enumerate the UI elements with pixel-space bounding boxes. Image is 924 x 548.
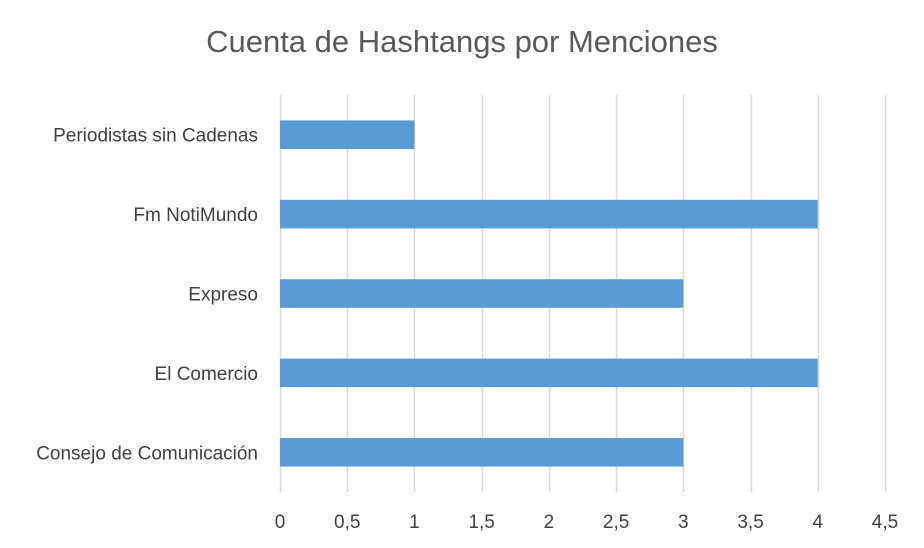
bars [280,120,818,467]
x-tick-label: 4,5 [872,512,898,533]
bar [280,438,684,467]
x-tick-label: 1 [409,512,420,533]
category-labels: Consejo de Comunicación El Comercio Expres… [36,126,258,465]
x-tick-label: 0 [275,512,286,533]
x-tick-label: 0,5 [334,512,360,533]
bar [280,199,818,229]
x-tick-label: 4 [812,512,823,533]
x-tick-label: 2,5 [603,512,629,533]
bar [280,120,415,149]
x-tick-label: 3,5 [737,512,763,533]
bar [280,279,684,308]
x-tick-label: 3 [678,512,689,533]
x-tick-labels: 0 0,5 1 1,5 2 2,5 3 3,5 4 4,5 [275,512,899,533]
bar [280,358,818,388]
category-label: El Comercio [155,364,258,385]
chart-title: Cuenta de Hashtangs por Menciones [206,24,718,59]
category-label: Fm NotiMundo [133,205,258,226]
x-tick-label: 2 [544,512,555,533]
category-label: Expreso [188,285,258,306]
category-label: Consejo de Comunicación [36,443,258,464]
x-tick-label: 1,5 [468,512,494,533]
category-label: Periodistas sin Cadenas [53,126,258,147]
